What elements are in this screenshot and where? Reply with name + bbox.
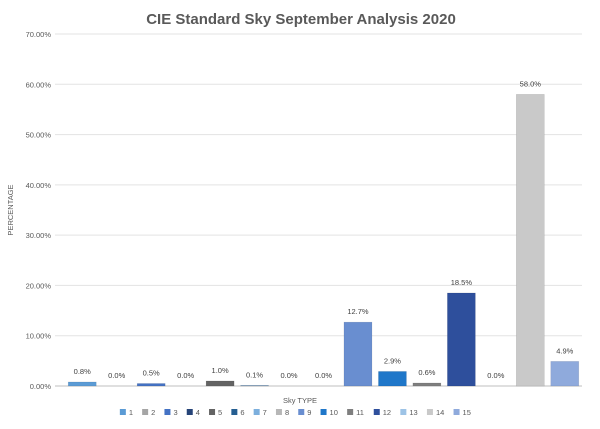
y-axis-ticks: 0.00% 10.00% 20.00% 30.00% 40.00% 50.00% 60.00… (26, 30, 52, 391)
y-tick-label: 0.00% (30, 382, 52, 391)
bar-10 (378, 371, 407, 387)
legend-label: 8 (285, 408, 289, 417)
legend-item-7: 7 (253, 408, 267, 417)
legend-item-2: 2 (142, 408, 155, 417)
data-label-10: 2.9% (384, 356, 401, 365)
data-label-8: 0.0% (315, 371, 332, 380)
legend-label: 3 (173, 408, 177, 417)
bars (67, 94, 580, 387)
legend-label: 10 (330, 408, 338, 417)
legend-label: 12 (383, 408, 391, 417)
chart-title: CIE Standard Sky September Analysis 2020 (146, 11, 456, 28)
bar-6 (240, 385, 269, 387)
legend-swatch (426, 409, 433, 415)
bar-1 (67, 381, 97, 387)
bar-14 (515, 94, 545, 387)
y-tick-label: 30.00% (26, 231, 52, 240)
legend-item-15: 15 (453, 408, 471, 417)
data-label-3: 0.5% (143, 368, 160, 377)
legend-label: 9 (307, 408, 311, 417)
legend-label: 5 (218, 408, 222, 417)
legend-item-10: 10 (320, 408, 338, 417)
legend-label: 11 (356, 408, 364, 417)
legend-swatch (453, 409, 460, 415)
y-tick-label: 10.00% (26, 332, 52, 341)
legend-item-13: 13 (400, 408, 418, 417)
data-label-12: 18.5% (451, 278, 473, 287)
legend-item-14: 14 (426, 408, 444, 417)
legend-swatch (119, 409, 126, 415)
legend-swatch (209, 409, 216, 415)
data-label-11: 0.6% (418, 368, 435, 377)
gridlines (55, 33, 582, 387)
legend-item-5: 5 (209, 408, 222, 417)
y-tick-label: 40.00% (26, 181, 52, 190)
bar-11 (412, 382, 442, 387)
legend-label: 1 (129, 408, 133, 417)
legend-label: 14 (436, 408, 444, 417)
legend-label: 6 (240, 408, 244, 417)
y-tick-label: 20.00% (26, 281, 52, 290)
legend-label: 4 (196, 408, 200, 417)
legend-item-11: 11 (347, 408, 364, 417)
data-label-15: 4.9% (556, 346, 573, 355)
legend-swatch (253, 409, 260, 415)
x-axis-label: Sky TYPE (283, 396, 317, 405)
legend: 1 2 3 4 5 6 7 8 9 10 11 12 13 14 15 (119, 408, 471, 417)
legend-swatch (164, 409, 171, 415)
y-tick-label: 50.00% (26, 131, 52, 140)
legend-item-1: 1 (119, 408, 133, 417)
legend-item-12: 12 (373, 408, 391, 417)
y-tick-label: 60.00% (26, 80, 52, 89)
legend-label: 13 (409, 408, 417, 417)
legend-item-6: 6 (231, 408, 245, 417)
y-tick-label: 70.00% (26, 30, 52, 39)
legend-label: 2 (151, 408, 155, 417)
legend-swatch (231, 409, 238, 415)
legend-item-4: 4 (186, 408, 200, 417)
legend-swatch (275, 409, 282, 415)
data-label-14: 58.0% (520, 79, 542, 88)
bar-15 (550, 361, 580, 387)
legend-swatch (347, 409, 354, 415)
bar-12 (447, 292, 476, 387)
legend-item-3: 3 (164, 408, 178, 417)
data-label-9: 12.7% (347, 307, 369, 316)
legend-item-8: 8 (275, 408, 289, 417)
data-label-6: 0.1% (246, 370, 263, 379)
data-label-4: 0.0% (177, 371, 194, 380)
data-label-5: 1.0% (212, 366, 229, 375)
legend-swatch (400, 409, 407, 415)
y-axis-label: PERCENTAGE (6, 184, 15, 235)
legend-item-9: 9 (298, 408, 311, 417)
data-label-1: 0.8% (74, 367, 91, 376)
data-label-13: 0.0% (487, 371, 504, 380)
bar-9 (343, 321, 373, 387)
bar-5 (205, 380, 235, 387)
legend-swatch (320, 409, 327, 415)
legend-swatch (142, 409, 149, 415)
legend-label: 7 (263, 408, 267, 417)
bar-3 (136, 383, 166, 387)
legend-swatch (373, 409, 380, 415)
data-label-2: 0.0% (108, 371, 125, 380)
data-label-7: 0.0% (280, 371, 297, 380)
data-labels: 0.8% 0.0% 0.5% 0.0% 1.0% 0.1% 0.0% 0.0% 12.7% 2.9… (74, 79, 574, 380)
legend-swatch (186, 409, 193, 415)
legend-swatch (298, 409, 305, 415)
legend-label: 15 (463, 408, 471, 417)
